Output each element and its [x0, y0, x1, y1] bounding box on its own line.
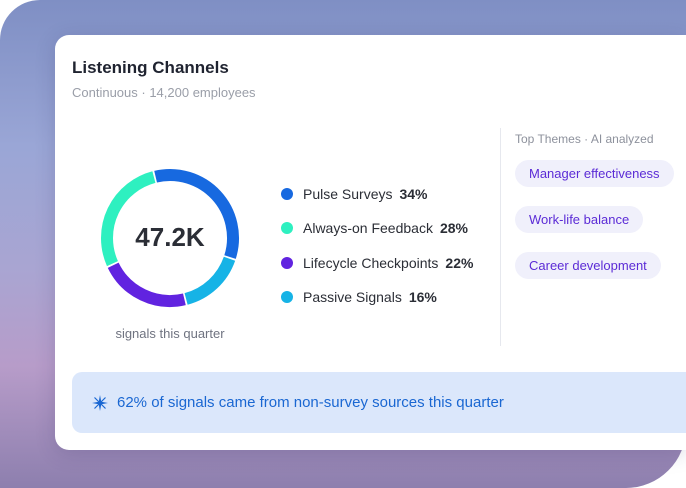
- donut-caption: signals this quarter: [115, 326, 225, 341]
- legend-label: Passive Signals: [303, 289, 402, 306]
- legend-value: 16%: [408, 289, 437, 306]
- legend-item: Pulse Surveys 34%: [281, 177, 473, 211]
- chart-legend: Pulse Surveys 34% Always-on Feedback 28% Lif…: [281, 177, 473, 314]
- legend-label: Always-on Feedback: [303, 220, 433, 237]
- legend-value: 22%: [445, 254, 474, 271]
- insight-banner: 62% of signals came from non-survey sour…: [72, 372, 686, 433]
- listening-channels-card: Listening Channels Continuous · 14,200 e…: [55, 35, 686, 450]
- legend-value: 34%: [399, 186, 428, 203]
- donut-slice-pulse-surveys: [154, 169, 239, 259]
- themes-heading: Top Themes · AI analyzed: [515, 132, 654, 146]
- donut-slice-passive-signals: [184, 256, 236, 305]
- legend-label: Lifecycle Checkpoints: [303, 254, 439, 271]
- theme-chip[interactable]: Career development: [515, 252, 661, 279]
- legend-dot: [281, 291, 293, 304]
- divider: [500, 128, 501, 346]
- card-title: Listening Channels: [72, 58, 229, 77]
- legend-item: Passive Signals 16%: [281, 280, 473, 314]
- legend-dot: [281, 256, 293, 269]
- legend-dot: [281, 222, 293, 235]
- theme-chip[interactable]: Manager effectiveness: [515, 160, 674, 187]
- theme-chip[interactable]: Work-life balance: [515, 206, 644, 233]
- donut-chart: [101, 169, 239, 307]
- card-subtitle: Continuous · 14,200 employees: [72, 85, 256, 100]
- legend-dot: [281, 188, 293, 201]
- legend-value: 28%: [439, 220, 468, 237]
- banner-text: 62% of signals came from non-survey sour…: [117, 394, 504, 411]
- sparkle-icon: [92, 394, 108, 411]
- legend-item: Lifecycle Checkpoints 22%: [281, 246, 473, 280]
- donut-center-value: 47.2K: [135, 222, 205, 252]
- donut-slice-always-on-feedback: [101, 171, 156, 267]
- donut-slice-lifecycle-checkpoints: [107, 262, 186, 307]
- legend-label: Pulse Surveys: [303, 186, 393, 203]
- legend-item: Always-on Feedback 28%: [281, 211, 473, 245]
